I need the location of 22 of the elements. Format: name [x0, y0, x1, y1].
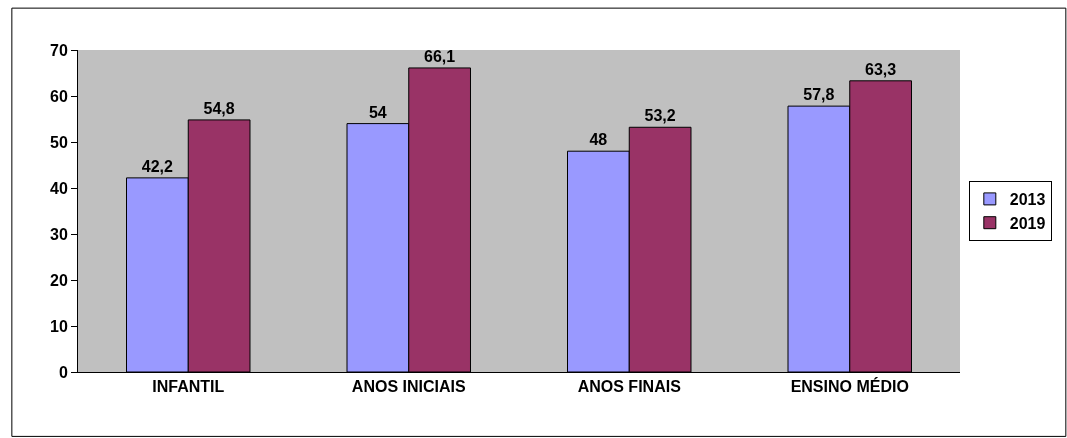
data-label: 57,8 — [803, 86, 835, 104]
x-tick-label: ANOS FINAIS — [577, 378, 682, 396]
y-tick-label: 10 — [50, 317, 68, 335]
data-label: 53,2 — [644, 107, 676, 125]
y-tick-label: 60 — [50, 87, 68, 105]
data-label: 54 — [368, 103, 387, 121]
y-tick-label: 30 — [50, 225, 68, 243]
y-tick-label: 70 — [50, 41, 68, 59]
legend-label: 2013 — [1009, 191, 1046, 209]
data-label: 54,8 — [203, 99, 235, 117]
y-tick-label: 20 — [50, 271, 68, 289]
y-tick-label: 40 — [50, 179, 68, 197]
y-tick-label: 0 — [58, 363, 68, 381]
x-tick-label: INFANTIL — [152, 378, 225, 396]
data-label: 66,1 — [424, 47, 456, 65]
x-tick-label: ANOS INICIAIS — [351, 378, 466, 396]
legend-label: 2019 — [1009, 214, 1046, 232]
y-tick-label: 50 — [50, 133, 68, 151]
data-label: 63,3 — [865, 60, 897, 78]
data-label: 48 — [589, 131, 608, 149]
x-tick-label: ENSINO MÉDIO — [790, 377, 909, 396]
data-label: 42,2 — [141, 157, 173, 175]
